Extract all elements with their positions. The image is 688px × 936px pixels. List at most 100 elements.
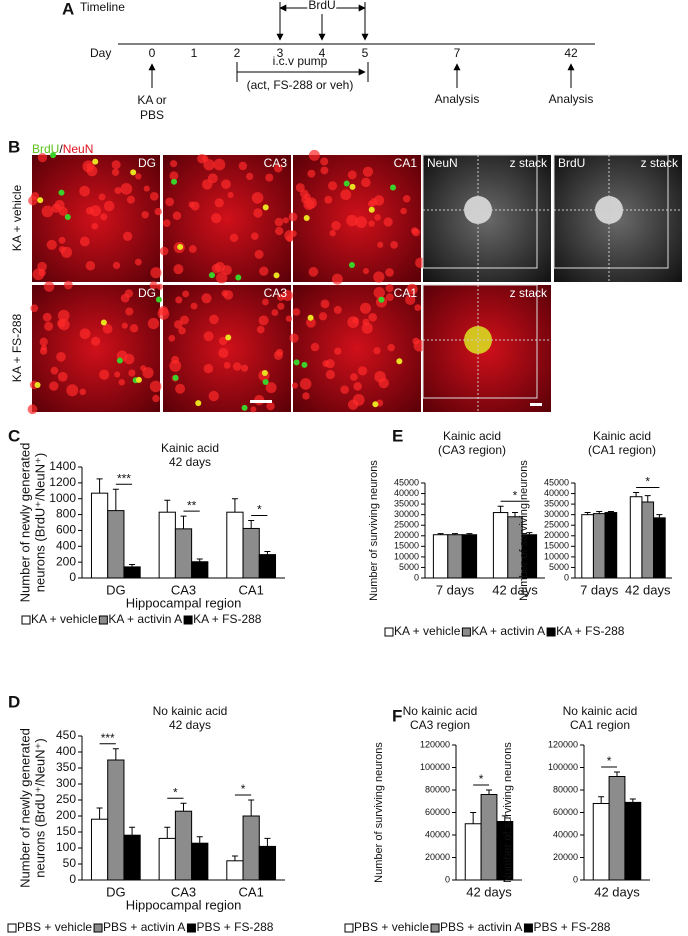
y-tick-label: 450 [56,728,76,742]
image-label: CA3 [264,286,288,300]
y-axis-label: Number of surviving neurons [502,742,514,883]
cell [240,364,249,372]
cell [223,361,231,369]
legend-label: PBS + FS-288 [533,920,610,934]
cell [411,227,418,235]
error-bar [96,807,103,820]
cell [349,183,356,190]
y-axis-label: Number of newly generated [17,728,32,888]
cell [361,322,373,334]
cell [42,312,52,322]
cell [274,217,284,227]
cell [169,359,182,372]
cell [288,212,298,222]
cell [383,217,393,227]
cell [285,315,293,322]
significance-label: *** [117,471,131,485]
cell [218,336,228,346]
cell [390,184,397,191]
panel-label: F [392,706,402,725]
cell [378,296,385,303]
cell [99,369,110,380]
cell [334,347,342,355]
y-tick-label: 800 [56,507,76,521]
cell [254,249,264,259]
error-bar [614,771,620,777]
legend-swatch [21,615,31,625]
cell [37,197,44,204]
cell [271,309,279,316]
stain: / [59,142,63,156]
legend-label: KA + vehicle [394,624,461,638]
cell [246,172,254,181]
cell [203,159,215,171]
cell [214,198,224,208]
cell [41,205,54,218]
chart-title: 42 days [169,718,211,732]
cell [34,382,41,389]
cell [54,199,65,211]
cell [90,336,101,346]
significance-label: * [257,503,262,517]
cell [150,267,162,279]
cell [213,158,226,171]
day-tick-label: 4 [319,46,326,60]
cell [79,185,90,197]
error-bar [486,789,492,795]
cell [218,347,229,359]
legend-swatch [93,923,103,933]
cell [400,207,407,215]
panel-label: B [8,137,20,156]
y-tick-label: 80000 [425,784,450,794]
cell [324,195,333,204]
cell [179,315,189,325]
cell [49,381,59,391]
cell [37,153,48,163]
cell [373,286,385,299]
cell [141,211,149,219]
day-tick-label: 1 [191,46,198,60]
cell [211,213,222,224]
y-tick-label: 0 [69,872,76,886]
cell [130,169,137,176]
cell [286,235,294,243]
cell [373,195,385,206]
cell [201,293,212,304]
y-tick-label: 40000 [553,829,578,839]
y-tick-label: 25000 [394,520,419,530]
legend-label: PBS + FS-288 [196,920,273,934]
bar [158,837,176,881]
chart-title: No kainic acid [563,704,638,718]
legend-swatch [98,615,108,625]
cell [85,207,94,215]
bar [123,834,141,881]
cell [414,304,422,311]
cell [377,241,384,248]
cell [258,315,269,326]
legend-swatch [523,923,533,933]
timeline [118,2,595,88]
micrograph [32,285,160,412]
row-label: KA + FS-288 [10,313,24,382]
cell [124,289,134,298]
cell [221,290,229,297]
x-tick-label: DG [106,582,126,597]
treatment-label: PBS [140,108,164,122]
cell [155,296,162,303]
cell [140,365,147,372]
bar [624,801,642,881]
cell [464,196,492,224]
cell [63,280,73,290]
y-tick-label: 400 [56,744,76,758]
cell [125,307,134,316]
bar [592,513,606,579]
cell [293,359,300,366]
x-tick-label: DG [106,884,126,899]
cell [355,216,367,228]
image-label: z stack [510,286,548,300]
cell [250,406,257,413]
cell [265,173,274,182]
treatment-label: KA or [137,93,166,107]
y-tick-label: 10000 [394,551,419,561]
cell [353,382,362,391]
